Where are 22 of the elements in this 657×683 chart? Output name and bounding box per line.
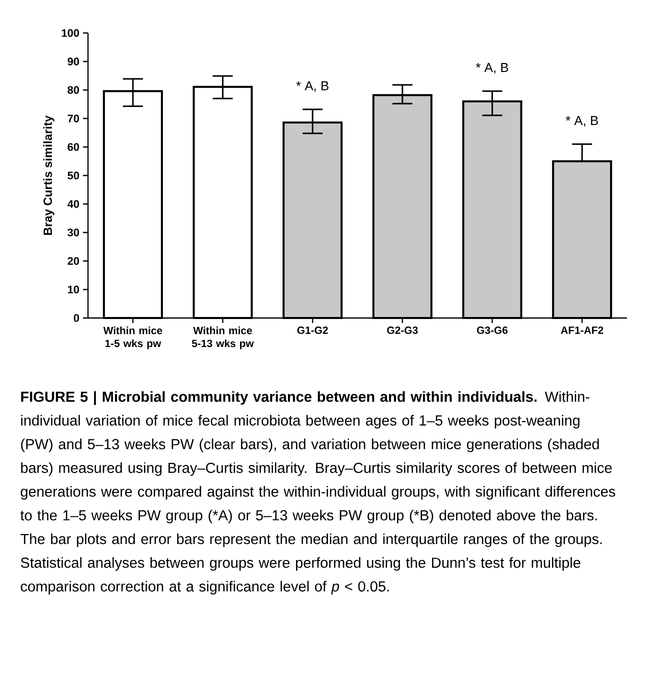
- annotation: * A, B: [296, 81, 328, 92]
- text: FIGURE 5 | Microbial community variance between and within individuals. Within-individual variation of mice fecal microbiota between ages of 1–5 weeks post-weaning (PW) and 5–13 weeks PW (clear bars), and variation between mice generations (shaded bars) measured using Bray–Curtis similarity. Bray–Curtis similarity scores of between mice generations were compared against the within-individual groups, with significant differences to the 1–5 weeks PW group (*A) or 5–13 weeks PW group (*B) denoted above the bars. The bar plots and error bars represent the median and interquartile ranges of the groups. Statistical analyses between groups were performed using the Dunn’s test for multiple comparison correction at a significance level of p < 0.05.: [20, 391, 616, 594]
- y-tick-label: 20: [68, 257, 80, 265]
- x-tick-label: Within mice 5-13 wks pw: [192, 326, 254, 350]
- y-tick-label: 60: [68, 143, 80, 151]
- y-tick-label: 30: [68, 228, 80, 236]
- annotation: * A, B: [566, 116, 598, 127]
- y-tick-label: 10: [68, 286, 80, 294]
- y-tick-label: 70: [68, 114, 80, 122]
- x-tick-label: G2-G3: [387, 326, 418, 334]
- y-tick-label: 50: [68, 172, 80, 180]
- y-tick-label: 40: [67, 200, 80, 208]
- y-tick-label: 90: [68, 58, 80, 66]
- y-tick-label: 100: [62, 29, 80, 37]
- y-tick-label: 80: [68, 86, 80, 94]
- x-tick-label: G1-G2: [297, 326, 328, 334]
- x-tick-label: G3-G6: [476, 326, 508, 334]
- x-tick-label: AF1-AF2: [560, 326, 604, 334]
- x-tick-label: Within mice 1-5 wks pw: [103, 326, 162, 350]
- y-tick-label: 0: [74, 314, 80, 322]
- y-axis-title: Bray Curtis similarity: [43, 115, 54, 235]
- annotation: * A, B: [476, 63, 508, 74]
